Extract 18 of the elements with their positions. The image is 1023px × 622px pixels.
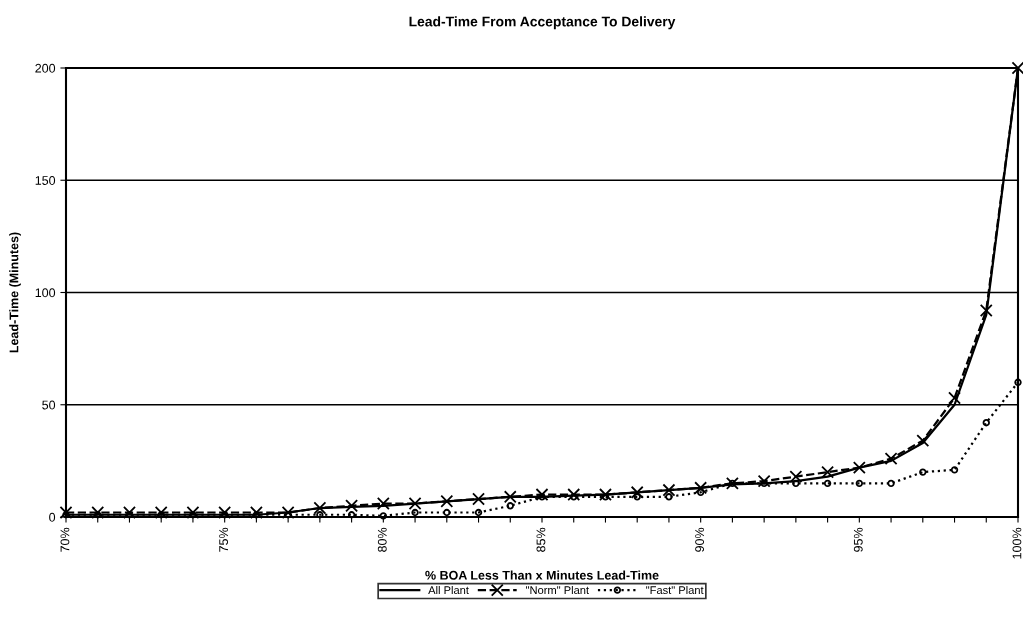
x-tick-label: 70% — [60, 527, 70, 552]
y-tick-label: 100 — [35, 288, 56, 298]
chart-title: Lead-Time From Acceptance To Delivery — [409, 16, 676, 30]
y-tick-label: 0 — [49, 512, 56, 522]
legend-label: "Norm" Plant — [526, 585, 589, 595]
y-tick-label: 150 — [35, 176, 56, 185]
x-tick-label: 80% — [377, 527, 387, 552]
x-axis-title: % BOA Less Than x Minutes Lead-Time — [425, 570, 659, 580]
legend-label: "Fast" Plant — [646, 585, 704, 595]
x-tick-label: 90% — [695, 527, 705, 552]
y-axis-title: Lead-Time (Minutes) — [9, 232, 21, 353]
legend-label: All Plant — [428, 585, 469, 595]
x-tick-label: 100% — [1012, 527, 1022, 559]
x-tick-label: 85% — [536, 527, 546, 552]
x-tick-label: 75% — [219, 527, 229, 552]
y-tick-label: 200 — [35, 63, 56, 73]
y-tick-label: 50 — [42, 400, 56, 410]
x-tick-label: 95% — [853, 527, 863, 552]
